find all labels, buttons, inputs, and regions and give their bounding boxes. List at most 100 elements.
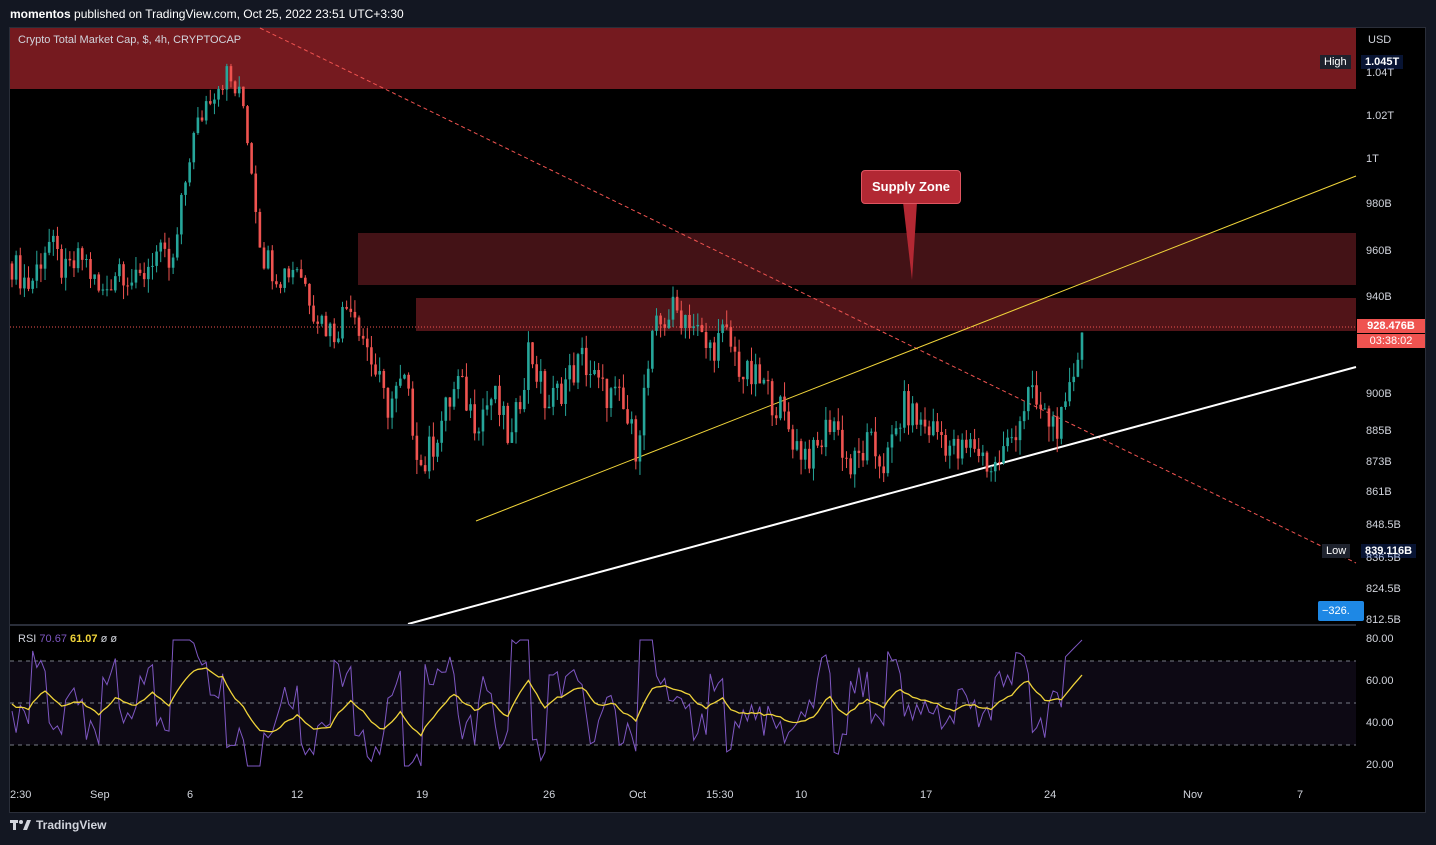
price-tick-label: 1T	[1366, 153, 1379, 165]
footer-brand[interactable]: TradingView	[10, 818, 106, 832]
candle-body	[605, 378, 609, 409]
measure-badge[interactable]: −326.	[1318, 601, 1364, 621]
candle-body	[870, 431, 873, 433]
candle-body	[688, 314, 691, 328]
candle-body	[878, 456, 881, 467]
candle-body	[353, 311, 357, 318]
publish-bar: momentos published on TradingView.com, O…	[0, 0, 1436, 28]
candle-body	[109, 289, 113, 291]
candle-body	[915, 403, 919, 425]
yellow-trendline	[475, 175, 1357, 522]
candle-body	[262, 247, 266, 269]
candle-body	[679, 310, 683, 329]
candle-body	[522, 389, 526, 410]
candle-body	[919, 419, 923, 425]
descending-trendline	[259, 27, 1357, 564]
candle-body	[613, 386, 617, 389]
candle-body	[291, 269, 295, 278]
symbol-title[interactable]: Crypto Total Market Cap, $, 4h, CRYPTOCA…	[18, 34, 242, 46]
candle-body	[965, 439, 968, 448]
candle-body	[952, 438, 956, 446]
candle-body	[779, 396, 782, 419]
candle-body	[1051, 416, 1055, 427]
supply-zone-callout[interactable]: Supply Zone	[861, 170, 961, 204]
high-tag-value: 1.045T	[1361, 55, 1404, 69]
candle-body	[31, 280, 34, 289]
candle-body	[85, 258, 88, 260]
candle-body	[783, 396, 786, 412]
candle-body	[270, 250, 274, 282]
candle-body	[584, 347, 588, 376]
candle-body	[465, 376, 468, 411]
candle-body	[713, 342, 716, 361]
candle-body	[386, 387, 390, 418]
rsi-legend[interactable]: RSI 70.67 61.07 ø ø	[18, 633, 117, 645]
time-tick-label: Oct	[629, 789, 647, 801]
price-tick-label: 885B	[1366, 425, 1392, 437]
candle-body	[865, 432, 869, 461]
chart-frame[interactable]	[9, 27, 1426, 813]
candle-body	[808, 448, 811, 469]
candle-body	[477, 431, 481, 434]
price-tick-label: 848.5B	[1366, 519, 1401, 531]
candle-body	[134, 269, 138, 283]
candle-body	[332, 323, 336, 343]
candle-body	[167, 248, 171, 268]
candle-body	[560, 383, 563, 404]
candle-body	[299, 269, 303, 278]
candle-body	[903, 391, 906, 428]
candle-body	[737, 351, 741, 377]
candle-body	[378, 371, 381, 375]
candle-body	[824, 419, 828, 448]
author-name[interactable]: momentos	[10, 7, 71, 21]
candle-body	[320, 315, 324, 324]
candle-body	[593, 369, 596, 375]
candle-body	[213, 99, 216, 104]
candle-body	[357, 317, 361, 336]
candle-body	[774, 415, 778, 419]
candle-body	[1022, 411, 1026, 422]
candle-body	[1031, 385, 1034, 388]
candle-body	[977, 448, 981, 456]
time-tick-label: 10	[795, 789, 808, 801]
time-tick-label: Nov	[1183, 789, 1203, 801]
time-tick-label: 6	[187, 789, 194, 801]
candle-body	[403, 374, 406, 379]
candle-body	[456, 376, 460, 390]
candle-body	[927, 426, 931, 436]
time-tick-label: 15:30	[706, 789, 734, 801]
candle-body	[93, 274, 96, 279]
candle-body	[469, 404, 472, 411]
candle-body	[799, 441, 803, 460]
currency-label[interactable]: USD	[1368, 34, 1392, 46]
price-tick-label: 836.5B	[1366, 552, 1401, 564]
candle-body	[989, 471, 993, 473]
candle-body	[432, 436, 435, 457]
candle-body	[741, 376, 745, 380]
candle-body	[498, 385, 501, 415]
candle-body	[572, 365, 576, 383]
candle-body	[390, 398, 394, 418]
candle-body	[184, 182, 187, 195]
candle-body	[882, 466, 885, 474]
candle-body	[630, 419, 633, 424]
candle-body	[568, 365, 572, 380]
candle-body	[704, 332, 708, 348]
candle-body	[617, 386, 621, 388]
candle-body	[225, 66, 229, 90]
candle-body	[721, 324, 724, 334]
candle-body	[589, 374, 592, 376]
price-tick-label: 861B	[1366, 486, 1392, 498]
candle-body	[155, 251, 158, 266]
candle-body	[853, 450, 857, 475]
candle-body	[609, 388, 613, 409]
price-tick-label: 824.5B	[1366, 583, 1401, 595]
candle-body	[651, 330, 654, 369]
candle-body	[436, 442, 439, 457]
candle-body	[1068, 382, 1071, 402]
candle-body	[675, 296, 679, 311]
candle-body	[275, 281, 278, 285]
candle-body	[750, 360, 753, 385]
candle-body	[622, 387, 625, 410]
